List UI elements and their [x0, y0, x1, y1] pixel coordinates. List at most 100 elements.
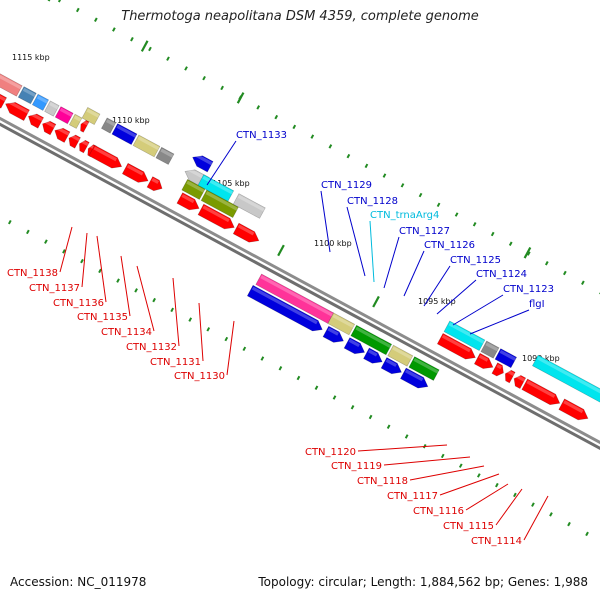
tick-mark: [563, 270, 567, 276]
gene-highlight: [73, 115, 82, 122]
gene-mid-red-c: [232, 222, 260, 243]
gene-highlight: [515, 374, 526, 382]
gene-right-red-c: [491, 362, 504, 377]
tick-mark: [314, 385, 319, 391]
gene-ctn-1125: [387, 344, 414, 367]
gene-highlight: [86, 108, 100, 118]
gene-highlight: [368, 349, 378, 357]
gene-highlight: [70, 134, 80, 142]
gene-highlight: [116, 124, 137, 138]
gene-highlight: [93, 146, 117, 162]
label-ctn_1125: CTN_1125: [450, 255, 501, 266]
tick-mark: [26, 229, 30, 235]
gene-labels: CTN_1138 CTN_1137 CTN_1136 CTN_1135 CTN_1134…: [7, 130, 554, 547]
gene-gray: [100, 117, 117, 134]
label-ctn_1131: CTN_1131: [150, 357, 201, 368]
gene-right-red-f: [521, 378, 561, 406]
label-ctn_1127: CTN_1127: [399, 226, 450, 237]
tick-mark: [130, 36, 134, 42]
leader-line: [452, 294, 504, 326]
gene-ctn-1133: [192, 155, 214, 173]
topology-text: Topology: circular; Length: 1,884,562 bp…: [258, 575, 588, 589]
gene-ctn-1136: [28, 113, 45, 129]
leader-line: [495, 488, 523, 526]
tick-mark: [166, 56, 170, 61]
major-tick: [236, 92, 245, 104]
gene-highlight: [478, 354, 489, 362]
kbp-label: 1100 kbp: [314, 239, 352, 248]
tick-mark: [310, 134, 315, 139]
leader-line: [136, 265, 155, 332]
gene-khaki-lower: [81, 106, 101, 126]
leader-line: [383, 236, 400, 289]
gene-flgI-c: [399, 367, 429, 389]
tick-mark: [292, 124, 297, 130]
tick-mark: [8, 219, 12, 225]
tick-mark: [386, 424, 391, 429]
gene-highlight: [106, 119, 116, 127]
gene-highlight: [160, 148, 174, 158]
tick-mark: [436, 202, 441, 208]
gene-red-lower-a: [88, 144, 123, 169]
gene-salmon: [0, 73, 23, 97]
tick-mark: [80, 258, 84, 264]
gene-highlight: [44, 119, 56, 128]
gene-mid-red-a: [176, 192, 200, 211]
tick-mark: [350, 405, 355, 410]
label-ctn_1118: CTN_1118: [357, 476, 408, 487]
gene-highlight: [49, 102, 59, 110]
tick-mark: [549, 512, 553, 517]
tick-mark: [152, 297, 156, 303]
tick-mark: [404, 434, 409, 439]
tick-mark: [274, 114, 279, 120]
gene-highlight: [151, 177, 159, 184]
leader-line: [81, 232, 88, 288]
label-ctn_1114: CTN_1114: [471, 536, 522, 547]
gene-mid-red-b: [197, 203, 235, 230]
tick-mark: [531, 502, 535, 507]
gene-mid-olive-b: [200, 189, 239, 219]
tick-mark: [458, 463, 463, 468]
gene-mid-lightgray: [232, 193, 266, 219]
leader-line: [403, 250, 425, 297]
gene-lightgray: [44, 100, 60, 117]
gene-highlight: [7, 100, 29, 114]
label-ctn_1116: CTN_1116: [413, 506, 464, 517]
leader-line: [346, 206, 366, 277]
leader-line: [465, 483, 509, 511]
label-flgi: flgI: [529, 299, 545, 310]
label-ctn_1130: CTN_1130: [174, 371, 225, 382]
kbp-label: 1115 kbp: [12, 53, 50, 62]
gene-red-lower-c: [146, 176, 163, 192]
gene-highlight: [441, 334, 471, 353]
gene-highlight: [186, 180, 205, 193]
gene-skyblue: [31, 93, 50, 111]
tick-mark: [508, 241, 513, 247]
gene-highlight: [237, 224, 255, 236]
leader-line: [226, 320, 235, 376]
gene-flgI-b: [380, 357, 402, 375]
gene-highlight: [137, 136, 160, 151]
tick-mark: [75, 7, 80, 13]
gene-highlight: [81, 139, 89, 146]
tick-mark: [585, 531, 589, 537]
gene-highlight: [59, 107, 73, 117]
gene-highlight: [251, 286, 318, 325]
tick-mark: [296, 375, 301, 381]
gene-highlight: [405, 369, 424, 382]
label-ctn_1137: CTN_1137: [29, 283, 80, 294]
tick-mark: [346, 153, 351, 159]
tick-mark: [440, 453, 445, 459]
tick-mark: [567, 521, 571, 527]
label-ctn_1136: CTN_1136: [53, 298, 104, 309]
leader-line: [409, 465, 485, 481]
tick-mark: [400, 183, 405, 188]
tick-mark: [328, 144, 333, 149]
tick-mark: [220, 85, 224, 91]
leader-line: [206, 140, 237, 186]
label-ctn_1124: CTN_1124: [476, 269, 527, 280]
gene-red-lower-b: [121, 162, 149, 183]
tick-mark: [94, 17, 98, 22]
gene-highlight: [36, 95, 49, 104]
